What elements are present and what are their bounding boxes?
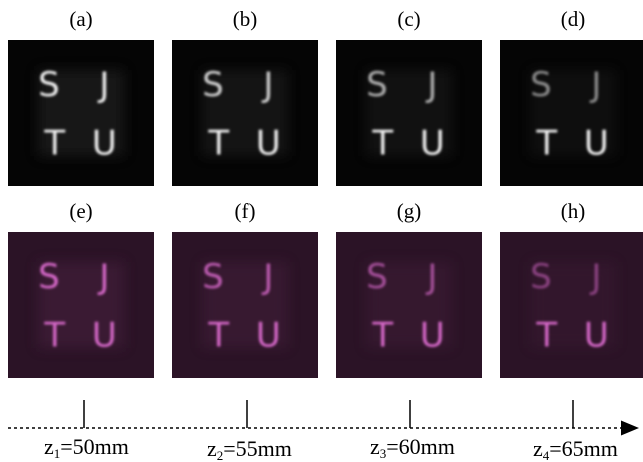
z-label: z3=60mm bbox=[370, 434, 455, 461]
image-letter: T bbox=[207, 124, 229, 164]
image-letter: T bbox=[535, 316, 557, 356]
z-value: =55mm bbox=[223, 436, 292, 461]
image-letter: U bbox=[584, 124, 609, 164]
image-letter: S bbox=[38, 65, 60, 105]
image-letter: U bbox=[256, 316, 281, 356]
image-letter: S bbox=[38, 257, 60, 297]
image-letter: T bbox=[371, 316, 393, 356]
z-variable: z bbox=[207, 436, 217, 461]
image-letter: S bbox=[530, 65, 552, 105]
image-letter: T bbox=[43, 316, 65, 356]
image-letter: U bbox=[420, 124, 445, 164]
panel-label: (e) bbox=[69, 199, 92, 223]
image-letter: U bbox=[256, 124, 281, 164]
image-letter: S bbox=[366, 257, 388, 297]
panel-label: (c) bbox=[397, 7, 420, 31]
image-letter: T bbox=[371, 124, 393, 164]
panel-label: (f) bbox=[235, 199, 256, 223]
panel-label: (h) bbox=[561, 199, 586, 223]
image-letter: U bbox=[92, 124, 117, 164]
image-letter: U bbox=[92, 316, 117, 356]
image-letter: S bbox=[202, 257, 224, 297]
z-variable: z bbox=[370, 434, 380, 459]
image-letter: J bbox=[425, 65, 437, 105]
image-letter: S bbox=[202, 65, 224, 105]
panel-label: (b) bbox=[233, 7, 258, 31]
panel-label: (d) bbox=[561, 7, 586, 31]
image-letter: U bbox=[584, 316, 609, 356]
image-letter: J bbox=[97, 257, 109, 297]
z-label: z4=65mm bbox=[533, 436, 618, 462]
image-letter: U bbox=[420, 316, 445, 356]
image-letter: T bbox=[207, 316, 229, 356]
image-letter: S bbox=[366, 65, 388, 105]
image-letter: J bbox=[261, 65, 273, 105]
z-value: =65mm bbox=[549, 436, 618, 461]
image-letter: J bbox=[589, 65, 601, 105]
z-value: =50mm bbox=[60, 434, 129, 459]
z-variable: z bbox=[44, 434, 54, 459]
image-letter: J bbox=[261, 257, 273, 297]
panel-label: (a) bbox=[69, 7, 92, 31]
z-variable: z bbox=[533, 436, 543, 461]
image-letter: S bbox=[530, 257, 552, 297]
image-letter: J bbox=[97, 65, 109, 105]
image-letter: J bbox=[589, 257, 601, 297]
image-letter: T bbox=[43, 124, 65, 164]
z-label: z1=50mm bbox=[44, 434, 129, 461]
image-letter: T bbox=[535, 124, 557, 164]
panel-label: (g) bbox=[397, 199, 422, 223]
figure: (a)SJTU(b)SJTU(c)SJTU(d)SJTU(e)SJTU(f)SJ… bbox=[0, 0, 643, 462]
z-value: =60mm bbox=[386, 434, 455, 459]
z-label: z2=55mm bbox=[207, 436, 292, 462]
image-letter: J bbox=[425, 257, 437, 297]
